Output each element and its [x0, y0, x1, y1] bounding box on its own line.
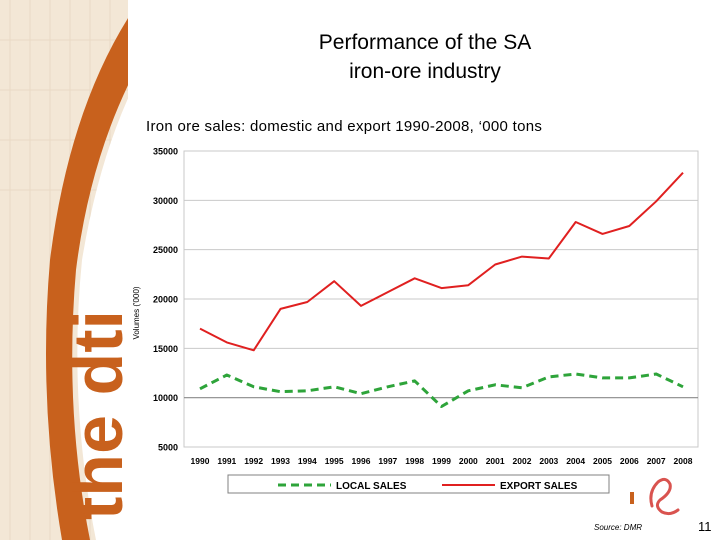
iron-ore-sales-chart: 5000 10000 15000 20000 25000 30000 35000 1990 1… [132, 147, 699, 494]
chart-subtitle: Iron ore sales: domestic and export 1990… [146, 118, 543, 135]
x-tick-label: 1992 [244, 456, 263, 466]
x-tick-label: 1999 [432, 456, 451, 466]
y-tick-label: 35000 [153, 147, 178, 157]
x-tick-label: 2006 [620, 456, 639, 466]
legend-export-label: EXPORT SALES [500, 481, 578, 492]
x-tick-label: 2002 [513, 456, 532, 466]
x-tick-label: 1990 [191, 456, 210, 466]
x-tick-label: 2003 [539, 456, 558, 466]
source-note: Source: DMR [594, 523, 643, 532]
x-tick-label: 2004 [566, 456, 585, 466]
y-axis-label: Volumes ('000) [132, 286, 141, 339]
legend-local-label: LOCAL SALES [336, 481, 407, 492]
y-tick-label: 25000 [153, 245, 178, 255]
x-tick-label: 1991 [217, 456, 236, 466]
y-tick-label: 20000 [153, 295, 178, 305]
brand-orange-band [46, 18, 128, 540]
x-tick-label: 1996 [352, 456, 371, 466]
y-tick-label: 10000 [153, 393, 178, 403]
slide-title-line1: Performance of the SA [318, 31, 532, 54]
brand-side-graphic: the dti [0, 0, 128, 540]
x-tick-label: 2000 [459, 456, 478, 466]
x-tick-label: 2005 [593, 456, 612, 466]
y-tick-label: 5000 [158, 443, 178, 453]
legend-box [227, 474, 610, 494]
slide-title-line2: iron-ore industry [349, 60, 501, 83]
slide-title: Performance of the SA iron-ore industry [235, 28, 615, 86]
x-tick-label: 1997 [378, 456, 397, 466]
y-tick-label: 30000 [153, 196, 178, 206]
y-tick-label: 15000 [153, 344, 178, 354]
x-tick-label: 2001 [486, 456, 505, 466]
brand-side-panel: the dti [0, 0, 128, 540]
x-tick-label: 2007 [647, 456, 666, 466]
brand-wordmark: the dti [59, 310, 128, 520]
x-tick-label: 1995 [325, 456, 344, 466]
x-tick-label: 1993 [271, 456, 290, 466]
x-tick-label: 2008 [674, 456, 693, 466]
ribbon-logo-icon [630, 477, 680, 516]
page-number: 11 [698, 519, 712, 534]
x-tick-label: 1998 [405, 456, 424, 466]
x-tick-label: 1994 [298, 456, 317, 466]
chart-container: 5000 10000 15000 20000 25000 30000 35000 1990 1… [128, 143, 708, 508]
